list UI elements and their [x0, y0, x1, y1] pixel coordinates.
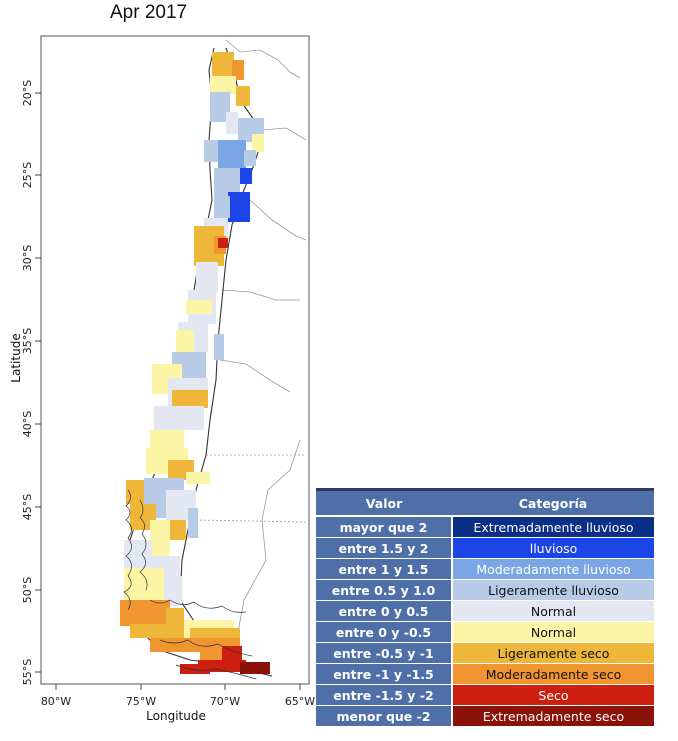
anomaly-cell: [154, 406, 204, 430]
y-tick-label: 40°S: [21, 411, 34, 437]
x-axis: [55, 684, 301, 690]
anomaly-cell: [180, 664, 210, 674]
legend-category: Normal: [451, 621, 654, 643]
legend-row: entre -0.5 y -1 Ligeramente seco: [316, 642, 654, 664]
anomaly-cell: [214, 196, 230, 218]
legend-header-category: Categoría: [452, 488, 654, 517]
anomaly-cell: [232, 60, 244, 80]
y-tick-label: 30°S: [21, 245, 34, 271]
anomaly-cell: [186, 300, 212, 314]
legend-value: entre -1.5 y -2: [316, 684, 453, 706]
anomaly-cell: [196, 262, 218, 292]
legend-category: Seco: [451, 684, 654, 706]
anomaly-cell: [236, 86, 250, 106]
legend-row: entre 1 y 1.5 Moderadamente lluvioso: [316, 558, 654, 580]
anomaly-cell: [164, 576, 182, 606]
anomaly-cell: [240, 168, 252, 184]
anomaly-cell: [210, 92, 230, 122]
anomaly-cell: [124, 540, 152, 570]
anomaly-cell: [218, 140, 246, 170]
coastline-islands: [123, 489, 257, 680]
legend-category: Ligeramente lluvioso: [451, 579, 654, 601]
anomaly-cell: [210, 76, 236, 94]
y-tick-label: 50°S: [21, 577, 34, 603]
map-title: Apr 2017: [110, 2, 188, 23]
legend-category: lluvioso: [451, 537, 654, 559]
country-borders: [195, 39, 307, 633]
anomaly-cell: [166, 608, 184, 626]
anomaly-cell: [214, 168, 240, 196]
anomaly-cell: [244, 150, 256, 166]
y-tick-label: 25°S: [21, 162, 34, 188]
anomaly-cell: [120, 600, 170, 626]
anomaly-cell: [222, 646, 242, 664]
legend-value: entre 0.5 y 1.0: [316, 579, 453, 601]
legend-row: entre 1.5 y 2 lluvioso: [316, 537, 654, 559]
anomaly-cell: [150, 430, 184, 450]
anomaly-cell: [252, 134, 264, 152]
anomaly-cell: [188, 508, 198, 538]
legend-table: Valor Categoría mayor que 2 Extremadament…: [316, 488, 654, 727]
legend-value: entre 0 y -0.5: [316, 621, 453, 643]
legend-row: entre 0.5 y 1.0 Ligeramente lluvioso: [316, 579, 654, 601]
y-tick-label: 45°S: [21, 494, 34, 520]
anomaly-field: [120, 52, 270, 674]
legend-row: entre -1 y -1.5 Moderadamente seco: [316, 663, 654, 685]
legend-value: mayor que 2: [316, 516, 453, 538]
legend-category: Extremadamente seco: [451, 705, 654, 727]
legend-header-value: Valor: [316, 488, 452, 517]
y-axis-title: Latitude: [9, 333, 23, 382]
legend-row: mayor que 2 Extremadamente lluvioso: [316, 516, 654, 538]
anomaly-cell: [226, 112, 238, 134]
legend-value: entre -0.5 y -1: [316, 642, 453, 664]
legend-category: Extremadamente lluvioso: [451, 516, 654, 538]
x-tick-label: 65°W: [285, 695, 315, 708]
legend-row: menor que -2 Extremadamente seco: [316, 705, 654, 727]
legend-row: entre 0 y -0.5 Normal: [316, 621, 654, 643]
anomaly-cell: [150, 520, 170, 560]
legend-value: entre 1.5 y 2: [316, 537, 453, 559]
x-tick-label: 70°W: [210, 695, 240, 708]
y-tick-label: 55°S: [21, 659, 34, 685]
x-tick-label: 80°W: [41, 695, 71, 708]
legend-row: entre -1.5 y -2 Seco: [316, 684, 654, 706]
anomaly-cell: [214, 334, 224, 360]
anomaly-cell: [204, 140, 220, 162]
anomaly-cell: [126, 480, 146, 504]
y-tick-label: 20°S: [21, 80, 34, 106]
y-axis: [35, 92, 41, 673]
y-tick-label: 35°S: [21, 328, 34, 354]
anomaly-cell: [186, 472, 210, 484]
anomaly-cell: [176, 330, 194, 358]
anomaly-cell: [130, 624, 190, 638]
legend-category: Ligeramente seco: [451, 642, 654, 664]
legend-value: entre 0 y 0.5: [316, 600, 453, 622]
x-tick-label: 75°W: [126, 695, 156, 708]
anomaly-cell: [172, 390, 208, 408]
legend-category: Normal: [451, 600, 654, 622]
legend-value: entre -1 y -1.5: [316, 663, 453, 685]
legend-category: Moderadamente lluvioso: [451, 558, 654, 580]
legend-row: entre 0 y 0.5 Normal: [316, 600, 654, 622]
anomaly-cell: [170, 520, 186, 540]
anomaly-cell: [240, 662, 270, 674]
legend-value: menor que -2: [316, 705, 453, 727]
legend-value: entre 1 y 1.5: [316, 558, 453, 580]
anomaly-cell: [212, 52, 234, 78]
anomaly-cell: [228, 192, 250, 222]
anomaly-cell: [218, 238, 228, 248]
x-axis-title: Longitude: [146, 709, 206, 723]
legend-category: Moderadamente seco: [451, 663, 654, 685]
